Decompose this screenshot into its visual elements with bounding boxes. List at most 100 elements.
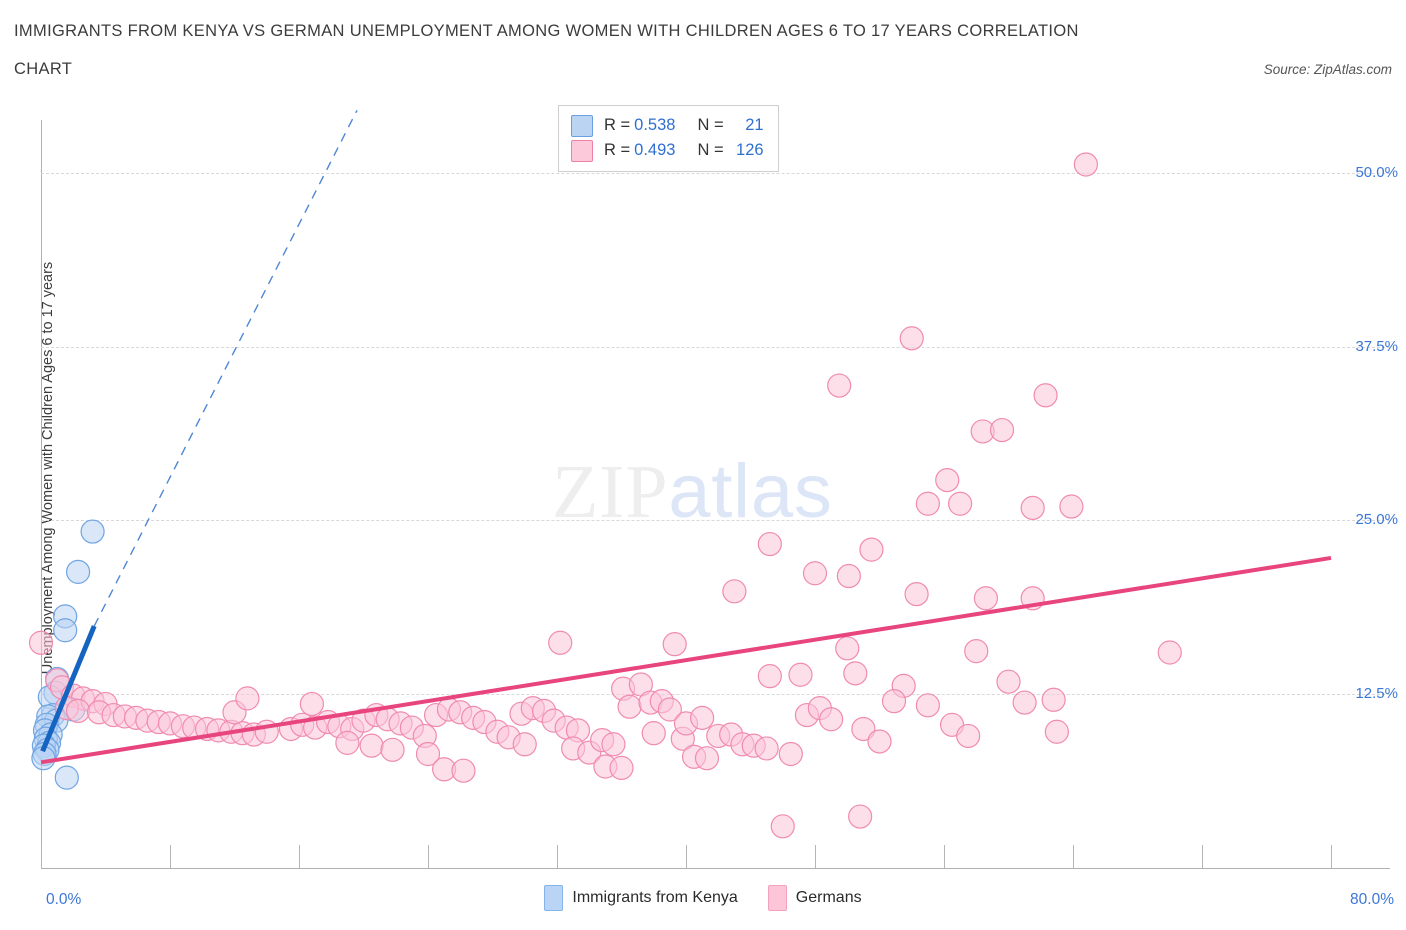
- scatter-point: [299, 691, 324, 717]
- x-axis-tick: [1331, 845, 1332, 868]
- legend-swatch-icon-blue: [544, 885, 564, 911]
- scatter-point: [778, 741, 803, 767]
- scatter-point: [1020, 495, 1045, 521]
- scatter-point: [867, 729, 892, 754]
- gridline: [41, 694, 1390, 696]
- x-axis-tick: [557, 845, 558, 868]
- source-label: Source: ZipAtlas.com: [1263, 62, 1392, 77]
- scatter-point: [415, 741, 441, 767]
- legend-label-blue: Immigrants from Kenya: [572, 889, 738, 906]
- scatter-point: [827, 373, 852, 398]
- scatter-point: [690, 705, 715, 730]
- r-label-blue: R =: [604, 116, 631, 134]
- gridline: [41, 172, 1390, 174]
- scatter-point: [1033, 383, 1058, 408]
- scatter-point: [359, 733, 384, 758]
- scatter-point: [915, 693, 940, 718]
- scatter-point: [843, 661, 868, 686]
- x-axis-tick: [815, 845, 816, 868]
- x-axis-tick: [41, 845, 42, 868]
- trend-line-immigrants-from-kenya: [40, 625, 97, 753]
- legend-item-immigrants-from-kenya[interactable]: Immigrants from Kenya: [544, 885, 738, 911]
- scatter-point: [788, 662, 813, 687]
- trend-line-germans: [40, 555, 1332, 765]
- scatter-point: [548, 630, 573, 655]
- scatter-point: [235, 686, 260, 711]
- scatter-point: [641, 721, 666, 746]
- scatter-point: [1157, 640, 1182, 665]
- scatter-point: [617, 694, 642, 719]
- scatter-point: [881, 689, 907, 714]
- x-axis-tick: [170, 845, 171, 868]
- n-label-blue: N =: [697, 116, 724, 134]
- r-value-blue: 0.538: [634, 116, 676, 134]
- gridline: [41, 520, 1390, 522]
- plot-area: [28, 109, 1332, 868]
- correlation-stats-box: R = 0.538 N = 21 R = 0.493 N = 126: [558, 105, 779, 172]
- series-swatch-icon-blue: [571, 114, 593, 137]
- scatter-point: [53, 618, 78, 643]
- x-axis-max-label: 80.0%: [1350, 891, 1394, 908]
- scatter-point: [915, 491, 940, 516]
- scatter-point: [65, 698, 91, 723]
- scatter-point: [657, 697, 682, 722]
- trend-line-dashed-immigrants-from-kenya: [93, 109, 358, 627]
- scatter-point: [819, 707, 844, 732]
- x-axis-tick: [944, 845, 945, 868]
- scatter-point: [1059, 494, 1084, 519]
- legend-swatch-icon-pink: [767, 885, 787, 911]
- scatter-point: [851, 716, 876, 742]
- y-axis-tick-label: 50.0%: [1355, 163, 1398, 181]
- scatter-point: [694, 746, 720, 771]
- stats-row-pink: R = 0.493 N = 126: [571, 138, 764, 163]
- legend-item-germans[interactable]: Germans: [767, 885, 862, 911]
- page-title-line2: CHART: [14, 60, 73, 78]
- scatter-point: [28, 630, 54, 655]
- scatter-point: [1044, 719, 1069, 744]
- scatter-point: [899, 326, 924, 351]
- x-axis-tick: [428, 845, 429, 868]
- scatter-point: [835, 636, 860, 661]
- scatter-layer: [28, 109, 1332, 839]
- scatter-point: [380, 737, 405, 762]
- x-axis-tick: [1202, 845, 1203, 868]
- scatter-point: [904, 582, 929, 607]
- series-swatch-icon-pink: [571, 139, 593, 162]
- chart-legend: Immigrants from Kenya Germans: [0, 885, 1406, 911]
- y-axis-tick-label: 25.0%: [1355, 511, 1398, 529]
- scatter-point: [609, 755, 634, 780]
- scatter-point: [1073, 152, 1099, 177]
- scatter-point: [935, 467, 960, 493]
- scatter-point: [996, 669, 1021, 694]
- scatter-point: [973, 586, 999, 611]
- scatter-point: [956, 723, 981, 749]
- n-value-pink: 126: [736, 141, 764, 159]
- legend-label-pink: Germans: [795, 889, 862, 906]
- y-axis-tick-label: 37.5%: [1355, 337, 1398, 355]
- x-axis-tick: [1073, 845, 1074, 868]
- scatter-point: [601, 732, 626, 757]
- scatter-point: [722, 579, 747, 604]
- scatter-point: [859, 537, 884, 562]
- r-value-pink: 0.493: [634, 141, 676, 159]
- scatter-point: [451, 758, 476, 783]
- stats-row-blue: R = 0.538 N = 21: [571, 113, 764, 138]
- scatter-point: [662, 632, 687, 657]
- scatter-point: [80, 519, 105, 544]
- scatter-point: [512, 732, 537, 757]
- scatter-point: [948, 491, 973, 516]
- page-title: IMMIGRANTS FROM KENYA VS GERMAN UNEMPLOY…: [14, 22, 1079, 40]
- x-axis-tick: [299, 845, 300, 868]
- n-label-pink: N =: [697, 141, 724, 159]
- scatter-point: [802, 561, 828, 586]
- x-axis-tick: [686, 845, 687, 868]
- scatter-point: [65, 559, 91, 584]
- scatter-series-germans: [28, 152, 1182, 839]
- scatter-point: [754, 736, 779, 761]
- scatter-point: [964, 639, 989, 664]
- scatter-point: [1012, 690, 1037, 715]
- x-axis-min-label: 0.0%: [46, 891, 82, 908]
- gridline: [41, 346, 1390, 348]
- scatter-point: [770, 814, 795, 839]
